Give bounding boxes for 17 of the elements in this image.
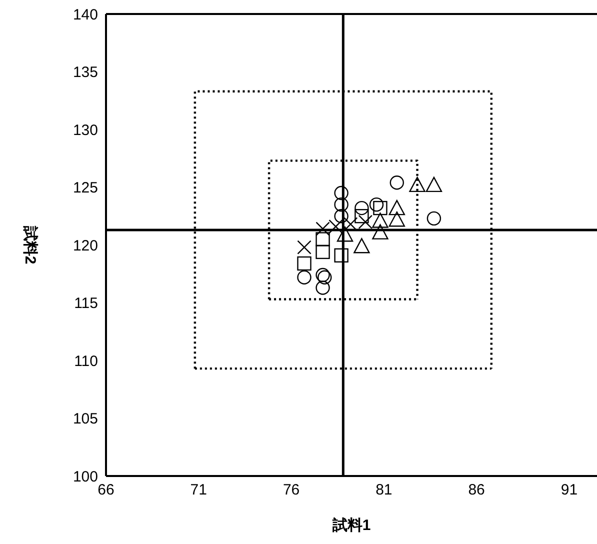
x-tick-label: 81 <box>376 482 392 499</box>
y-axis-title: 試料2 <box>22 224 38 264</box>
y-tick-label: 100 <box>72 468 98 486</box>
y-tick-label: 120 <box>72 237 98 254</box>
y-tick-label: 115 <box>74 295 98 312</box>
x-tick-label: 66 <box>98 482 114 499</box>
y-tick-label: 105 <box>72 410 98 428</box>
y-tick-label: 125 <box>72 180 98 197</box>
x-tick-label: 76 <box>282 482 300 499</box>
y-tick-label: 110 <box>74 352 98 370</box>
x-tick-label: 91 <box>560 482 578 499</box>
y-tick-label: 135 <box>72 64 98 82</box>
y-tick-label: 140 <box>72 6 98 24</box>
x-tick-label: 86 <box>468 482 485 499</box>
y-tick-label: 130 <box>72 122 98 139</box>
x-axis-title: 試料1 <box>331 517 371 534</box>
x-tick-label: 71 <box>190 482 207 499</box>
